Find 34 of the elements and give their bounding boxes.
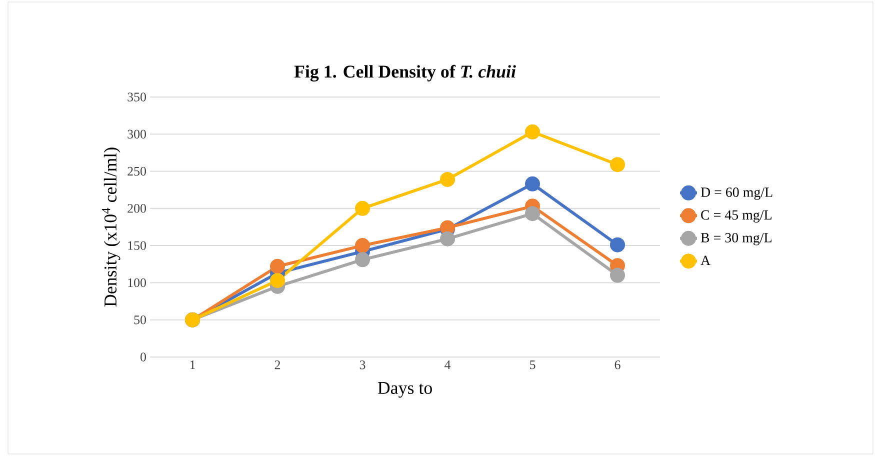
point: [440, 172, 456, 187]
y-tick-label: 100: [128, 278, 146, 288]
point: [525, 206, 540, 222]
x-tick-label: 3: [360, 360, 366, 370]
point: [525, 124, 540, 140]
legend-label: D = 60 mg/L: [700, 188, 772, 200]
y-tick-label: 250: [128, 166, 146, 176]
legend-label: C = 45 mg/L: [701, 210, 772, 223]
point: [355, 238, 370, 254]
point: [525, 176, 540, 192]
x-tick-label: 4: [444, 360, 451, 370]
x-tick-label: 2: [274, 360, 280, 370]
legend-label: A: [700, 256, 710, 265]
point: [355, 200, 370, 216]
point: [440, 231, 456, 246]
x-axis-title: Days to: [378, 382, 432, 398]
y-tick-label: 50: [134, 315, 146, 324]
chart-title: Fig 1. Cell Density of T. chuii: [294, 64, 516, 82]
y-axis-title: Density (x10$^{4}$ cell/ml): [102, 148, 120, 307]
point: [610, 237, 626, 252]
y-tick-label: 350: [128, 92, 146, 102]
y-tick-label: 0: [140, 352, 146, 362]
point: [355, 252, 370, 268]
point: [270, 258, 286, 274]
point: [270, 272, 286, 288]
x-tick-label: 6: [614, 360, 620, 370]
legend-label: B = 30 mg/L: [700, 232, 772, 246]
point: [610, 268, 626, 283]
x-tick-label: 1: [190, 360, 195, 370]
x-tick-label: 5: [530, 360, 536, 370]
y-tick-label: 200: [128, 204, 146, 213]
y-tick-label: 300: [128, 130, 146, 138]
point: [610, 157, 626, 172]
y-tick-label: 150: [128, 241, 146, 250]
